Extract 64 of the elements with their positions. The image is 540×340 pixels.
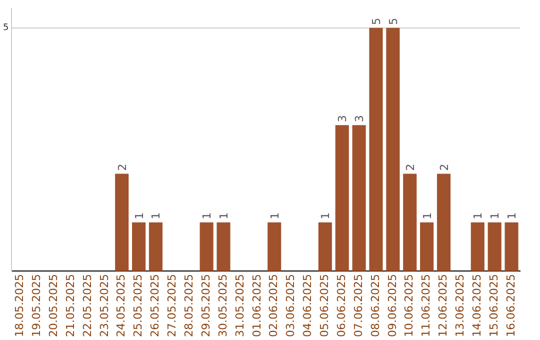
bar	[470, 222, 484, 272]
x-tick-label: 31.05.2025	[233, 274, 246, 338]
x-tick-label: 15.06.2025	[487, 274, 500, 338]
data-label: 5	[370, 18, 383, 25]
x-tick-label: 27.05.2025	[166, 274, 179, 338]
x-tick-label: 06.06.2025	[334, 274, 348, 338]
x-tick-label: 03.06.2025	[284, 274, 298, 338]
data-label: 1	[150, 212, 163, 220]
data-label: 5	[386, 18, 400, 25]
data-label: 1	[472, 212, 485, 220]
bar	[420, 222, 434, 272]
x-tick-label: 30.05.2025	[216, 274, 230, 338]
bar	[335, 125, 349, 272]
bar	[436, 174, 451, 272]
data-label: 1	[200, 212, 214, 220]
x-tick-label: 08.06.2025	[368, 274, 382, 338]
x-tick-label: 24.05.2025	[114, 274, 128, 338]
x-tick-label: 12.06.2025	[436, 274, 450, 338]
x-tick-label: 11.06.2025	[420, 274, 433, 338]
bar	[216, 222, 230, 272]
x-tick-label: 20.05.2025	[46, 274, 60, 338]
x-tick-label: 04.06.2025	[301, 274, 314, 338]
data-label: 1	[488, 212, 502, 220]
data-label: 1	[506, 212, 519, 220]
data-label: 1	[319, 212, 332, 220]
x-tick-label: 02.06.2025	[267, 274, 280, 338]
x-tick-label: 07.06.2025	[352, 274, 365, 338]
bar	[369, 28, 383, 272]
x-tick-label: 23.05.2025	[98, 274, 111, 338]
x-tick-label: 19.05.2025	[30, 274, 43, 338]
data-label: 1	[218, 212, 231, 220]
bar	[386, 28, 400, 272]
bar	[268, 222, 282, 272]
data-label: 2	[116, 164, 129, 171]
x-tick-label: 14.06.2025	[470, 274, 484, 338]
bar	[115, 174, 129, 272]
bar	[488, 222, 502, 272]
data-label: 1	[420, 212, 434, 220]
x-tick-label: 10.06.2025	[402, 274, 416, 338]
x-tick-label: 01.06.2025	[250, 274, 264, 338]
x-tick-label: 16.06.2025	[504, 274, 518, 338]
x-tick-label: 21.05.2025	[64, 274, 77, 338]
data-label: 2	[404, 164, 417, 171]
bar	[403, 174, 417, 272]
bar	[318, 222, 332, 272]
x-tick-label: 13.06.2025	[454, 274, 467, 338]
x-tick-label: 29.05.2025	[199, 274, 212, 338]
data-label: 2	[438, 164, 451, 171]
data-label: 1	[268, 212, 282, 220]
x-tick-label: 28.05.2025	[182, 274, 196, 338]
x-tick-label: 22.05.2025	[80, 274, 94, 338]
x-tick-label: 25.05.2025	[132, 274, 145, 338]
data-label: 3	[336, 115, 350, 122]
bar	[504, 222, 518, 272]
x-tick-label: 05.06.2025	[318, 274, 332, 338]
bar	[148, 222, 163, 272]
bar	[352, 125, 366, 272]
bar	[132, 222, 146, 272]
x-tick-label: 26.05.2025	[148, 274, 162, 338]
x-tick-label: 18.05.2025	[13, 274, 26, 338]
data-label: 1	[132, 212, 146, 220]
x-tick-label: 09.06.2025	[386, 274, 399, 338]
bar	[200, 222, 214, 272]
data-label: 3	[353, 115, 366, 122]
